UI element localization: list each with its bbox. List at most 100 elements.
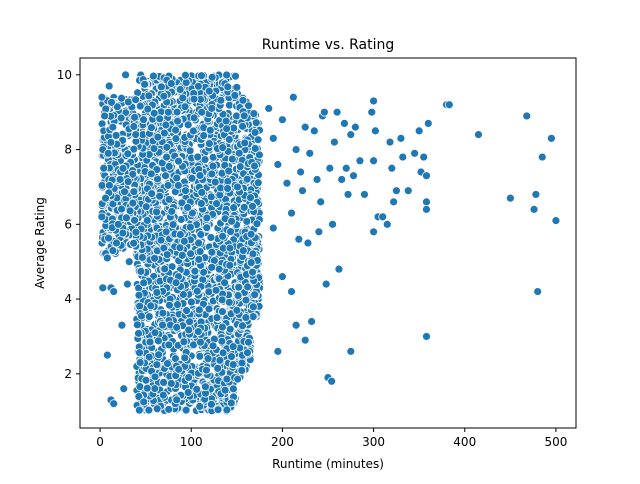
data-point [172,322,182,332]
data-point [121,70,130,80]
data-point [194,238,204,248]
data-point [389,197,399,207]
data-point [206,192,216,202]
data-point [152,404,162,414]
data-point [314,227,324,237]
data-point [196,199,206,208]
data-point [160,264,170,274]
data-point [163,180,173,190]
data-point [196,230,206,239]
data-point [250,128,260,137]
data-point [165,300,174,310]
data-point [168,220,178,229]
plot-frame [79,57,577,429]
data-point [211,285,221,295]
data-point [123,149,133,159]
data-point [303,238,313,248]
data-point [107,97,116,107]
data-point [371,126,380,136]
data-point [123,177,133,187]
data-point [231,71,240,81]
data-point [144,352,154,362]
data-point [113,219,123,229]
data-point [182,306,191,316]
data-point [135,382,145,391]
data-point [178,290,188,299]
data-point [250,290,260,300]
data-point [422,171,431,181]
data-point [252,219,262,229]
data-point [194,305,204,315]
data-point [212,199,221,208]
data-point [403,186,413,196]
data-point [141,202,151,212]
data-point [143,104,153,114]
data-point [248,201,257,211]
data-point [332,107,342,117]
data-point [321,279,331,289]
data-point [174,156,183,166]
data-point [139,278,149,288]
data-point [205,125,215,135]
data-point [213,363,223,373]
data-point [102,253,112,263]
data-point [287,287,296,296]
data-point [149,144,159,153]
data-point [226,227,235,236]
data-point [305,148,315,158]
data-point [141,375,151,385]
data-point [104,233,113,243]
data-point [145,337,155,347]
data-point [129,144,139,154]
data-point [98,283,108,293]
data-point [531,190,541,199]
data-point [128,169,138,179]
data-point [234,282,244,292]
data-point [181,78,191,87]
data-point [134,328,143,338]
data-point [226,398,236,408]
data-point [537,152,547,162]
data-point [204,304,214,314]
data-point [120,187,129,197]
data-point [135,301,145,311]
data-point [250,144,260,153]
data-point [99,163,109,173]
data-point [223,184,233,193]
data-point [207,262,217,272]
data-point [246,229,256,239]
data-point [533,287,543,296]
data-point [195,351,205,361]
x-tick-label: 100 [180,435,203,449]
data-point [233,182,242,192]
data-point [207,72,217,82]
data-point [153,336,163,346]
data-point [144,312,154,322]
data-point [235,162,245,172]
data-point [130,112,140,122]
data-point [146,169,156,179]
data-point [264,104,274,113]
data-point [529,204,539,214]
data-point [195,171,205,180]
data-point [238,321,247,331]
data-point [123,97,133,107]
data-point [105,180,114,190]
data-point [162,142,172,152]
data-point [193,327,203,336]
data-point [250,161,259,171]
data-point [192,384,202,394]
data-point [300,122,310,132]
data-point [184,373,194,382]
data-point [232,305,242,315]
data-point [197,71,206,81]
data-point [149,71,158,81]
data-point [184,325,194,335]
y-tick-label: 6 [64,217,72,231]
data-point [243,282,253,292]
data-point [185,317,194,327]
data-point [197,107,207,117]
data-point [340,119,349,128]
data-point [187,208,197,218]
data-point [150,384,160,394]
